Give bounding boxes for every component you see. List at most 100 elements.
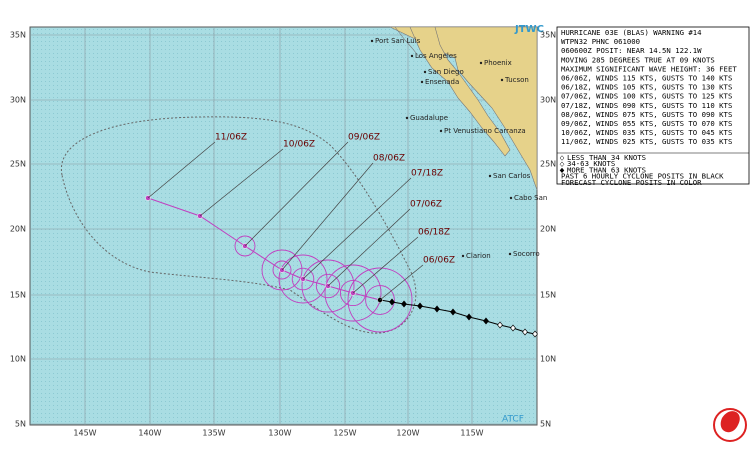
wind-radius-64 <box>339 279 367 307</box>
legend-item: LESS THAN 34 KNOTS <box>567 153 646 162</box>
lat-label-right: 5N <box>540 420 551 429</box>
lon-label: 145W <box>73 429 96 438</box>
place-dot <box>405 116 409 120</box>
lon-label: 115W <box>460 429 483 438</box>
place-name: Port San Luis <box>375 37 421 45</box>
lat-label-right: 25N <box>540 160 556 169</box>
place-name: Los Angeles <box>415 52 457 60</box>
lat-label: 35N <box>10 31 26 40</box>
logo-swirl <box>720 411 740 433</box>
place-dot <box>479 61 483 65</box>
leader-line <box>302 177 412 280</box>
wind-radius-34 <box>347 267 413 333</box>
legend-symbol <box>559 167 565 174</box>
place-name: Pt Venustiano Carranza <box>444 127 526 135</box>
source-label: ATCF <box>502 415 524 425</box>
legend-symbol <box>559 161 565 167</box>
place-name: Socorro <box>513 250 540 258</box>
lat-label-right: 35N <box>540 31 556 40</box>
past-position <box>532 330 538 338</box>
wind-radius-64 <box>272 260 292 280</box>
lon-label: 130W <box>268 429 291 438</box>
warning-line: HURRICANE 03E (BLAS) WARNING #14 <box>561 28 702 37</box>
place-dot <box>410 54 414 58</box>
past-position <box>450 308 456 316</box>
place-name: San Diego <box>428 68 464 76</box>
wind-radius-34 <box>301 259 355 313</box>
place-dot <box>439 129 443 133</box>
danger-area <box>60 116 417 334</box>
past-position <box>389 298 395 306</box>
place-dot <box>420 80 424 84</box>
agency-label: JTWC <box>514 24 544 35</box>
lat-label: 15N <box>10 291 26 300</box>
warning-box <box>556 26 750 185</box>
wind-radius-64 <box>315 273 341 299</box>
lat-label: 5N <box>15 420 26 429</box>
legend-symbol <box>559 155 565 161</box>
warning-line: 08/06Z, WINDS 075 KTS, GUSTS TO 090 KTS <box>561 110 732 119</box>
lat-label-right: 20N <box>540 225 556 234</box>
wind-radius-34 <box>278 254 328 304</box>
warning-line: 06/18Z, WINDS 105 KTS, GUSTS TO 130 KTS <box>561 83 732 92</box>
forecast-track <box>147 197 381 301</box>
leader-line <box>199 148 284 217</box>
warning-line: 11/06Z, WINDS 025 KTS, GUSTS TO 035 KTS <box>561 137 732 146</box>
past-position <box>466 313 472 321</box>
lon-label: 120W <box>396 429 419 438</box>
legend-item: 34-63 KNOTS <box>567 159 615 168</box>
baja-california <box>409 26 511 157</box>
past-position <box>497 321 503 329</box>
leader-line <box>352 236 419 294</box>
place-dot <box>508 252 512 256</box>
forecast-label: 06/18Z <box>418 228 450 238</box>
warning-line: 10/06Z, WINDS 035 KTS, GUSTS TO 045 KTS <box>561 128 732 137</box>
place-name: San Carlos <box>493 172 531 180</box>
coast <box>394 26 421 59</box>
past-position <box>434 305 440 313</box>
warning-line: 07/06Z, WINDS 100 KTS, GUSTS TO 125 KTS <box>561 92 732 101</box>
place-dot <box>500 78 504 82</box>
forecast-label: 07/06Z <box>410 200 442 210</box>
place-name: Ensenada <box>425 78 459 86</box>
warning-line: 060600Z POSIT: NEAR 14.5N 122.1W <box>561 46 702 55</box>
ocean <box>29 26 538 426</box>
wind-radii <box>234 235 413 333</box>
place-dot <box>509 196 513 200</box>
wind-radius-64 <box>365 285 395 315</box>
leader-line <box>244 141 349 247</box>
place-name: Phoenix <box>484 59 512 67</box>
lat-label: 25N <box>10 160 26 169</box>
labels: 11/06Z 10/06Z 09/06Z 08/06Z 07/18Z 07/06Z 06/1… <box>147 133 455 301</box>
leader-line <box>147 141 216 199</box>
place-dot <box>423 70 427 74</box>
forecast-label: 09/06Z <box>348 133 380 143</box>
warning-line: 06/06Z, WINDS 115 KTS, GUSTS TO 140 KTS <box>561 74 732 83</box>
lat-label-right: 10N <box>540 355 556 364</box>
warning-line: WTPN32 PHNC 061000 <box>561 37 640 46</box>
lat-label: 30N <box>10 96 26 105</box>
forecast-label: 06/06Z <box>423 256 455 266</box>
past-position <box>522 328 528 336</box>
legend-item: PAST 6 HOURLY CYCLONE POSITS IN BLACK <box>561 172 724 181</box>
past-position <box>510 324 516 332</box>
place-dot <box>370 39 374 43</box>
warning-line: MOVING 285 DEGREES TRUE AT 09 KNOTS <box>561 55 715 64</box>
lat-label-right: 30N <box>540 96 556 105</box>
past-position <box>417 302 423 310</box>
wind-radius-64 <box>291 267 315 291</box>
leader-line <box>327 208 411 287</box>
past-position <box>401 300 407 308</box>
lat-label: 10N <box>10 355 26 364</box>
forecast-label: 11/06Z <box>215 133 247 143</box>
forecast-label: 08/06Z <box>373 154 405 164</box>
past-position <box>483 317 489 325</box>
leader-line <box>379 264 424 301</box>
legend-item: FORECAST CYCLONE POSITS IN COLOR <box>561 178 702 187</box>
wind-radius-34 <box>324 264 382 322</box>
lon-label: 125W <box>333 429 356 438</box>
wind-radius-34 <box>234 235 256 257</box>
